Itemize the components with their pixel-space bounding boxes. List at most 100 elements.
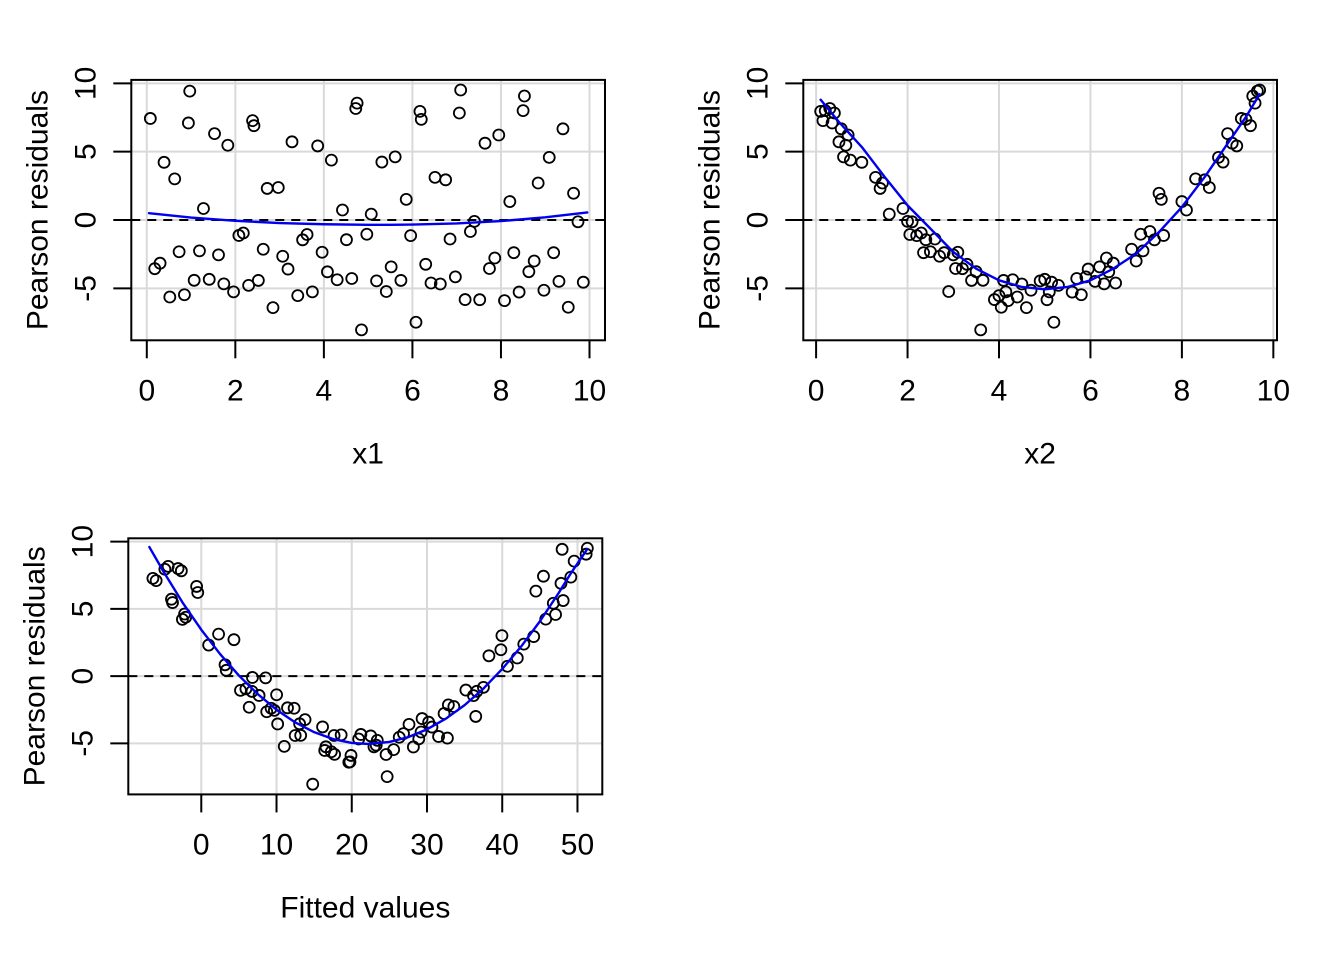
data-point <box>375 155 389 169</box>
data-point <box>529 584 543 598</box>
data-point <box>217 277 231 291</box>
data-point <box>342 755 356 769</box>
data-point <box>1248 96 1262 110</box>
data-point <box>242 278 256 292</box>
data-point <box>146 571 160 585</box>
data-point <box>344 749 358 762</box>
y-tick-label: 0 <box>69 212 102 229</box>
data-point <box>518 89 531 103</box>
data-point <box>571 215 585 229</box>
data-point <box>153 256 167 270</box>
data-point <box>1134 227 1148 241</box>
data-point <box>424 276 438 290</box>
data-point <box>433 277 447 291</box>
data-point <box>1202 181 1216 194</box>
y-tick-label: 5 <box>69 143 102 160</box>
data-point <box>266 301 280 315</box>
smooth-curve <box>147 211 589 226</box>
data-point <box>477 680 490 694</box>
data-point <box>172 245 186 259</box>
data-point <box>321 265 334 279</box>
grid <box>131 79 605 341</box>
data-point <box>1189 172 1203 186</box>
data-point <box>277 740 291 753</box>
data-point <box>537 569 550 583</box>
data-point <box>555 542 569 556</box>
data-point <box>294 728 308 742</box>
data-point <box>546 596 560 610</box>
data-point <box>1129 254 1143 268</box>
data-point <box>458 293 472 306</box>
data-point <box>1038 272 1052 286</box>
data-point <box>542 151 556 164</box>
y-tick-label: 5 <box>66 601 99 618</box>
data-point <box>443 232 457 246</box>
data-point <box>439 173 453 187</box>
data-point <box>340 233 353 247</box>
y-axis-label: Pearson residuals <box>21 90 54 330</box>
data-point <box>242 700 256 714</box>
data-point <box>1010 290 1024 304</box>
axis-ticks <box>113 82 591 359</box>
data-point <box>212 627 225 641</box>
data-point <box>498 294 511 308</box>
data-point <box>409 315 423 329</box>
panel-pearson-residuals-vs-x1: 0 2 4 6 8 10 -5 0 5 10 x1 Pearson residuals <box>21 67 607 471</box>
x-tick-label: 30 <box>410 828 443 861</box>
data-point <box>1052 278 1065 292</box>
data-point <box>483 262 496 275</box>
data-point <box>478 136 492 150</box>
data-point <box>316 720 329 734</box>
data-point <box>547 246 561 260</box>
data-point <box>247 119 261 133</box>
data-point <box>187 273 201 287</box>
data-point <box>942 285 956 298</box>
data-point <box>311 139 325 153</box>
y-tick-label: 10 <box>66 525 99 558</box>
data-point <box>527 254 541 268</box>
data-point <box>470 684 484 698</box>
data-point <box>364 207 378 221</box>
data-point <box>190 580 204 593</box>
data-point <box>492 128 506 142</box>
data-point <box>1040 293 1054 307</box>
y-tick-label: 10 <box>741 67 774 100</box>
data-point <box>384 260 398 274</box>
data-point <box>245 685 259 698</box>
data-point <box>516 104 530 118</box>
data-point <box>355 323 368 337</box>
x-tick-label: 20 <box>335 828 368 861</box>
data-point <box>271 717 285 731</box>
data-point <box>522 265 536 279</box>
data-point <box>388 150 402 164</box>
data-points <box>146 541 594 791</box>
data-point <box>1109 276 1122 290</box>
data-point <box>459 683 473 697</box>
data-point <box>259 671 273 685</box>
data-point <box>175 612 189 626</box>
data-point <box>281 262 295 276</box>
data-point <box>839 138 853 152</box>
data-point <box>917 246 930 260</box>
x-tick-label: 8 <box>1174 374 1191 407</box>
data-point <box>193 244 206 258</box>
y-tick-label: -5 <box>66 730 99 757</box>
data-point <box>324 745 338 759</box>
data-point <box>287 701 301 715</box>
data-point <box>905 215 919 229</box>
data-point <box>1154 192 1168 206</box>
x-tick-label: 4 <box>991 374 1008 407</box>
data-point <box>960 257 974 271</box>
data-point <box>380 770 394 784</box>
data-point <box>841 128 855 142</box>
x-tick-label: 0 <box>138 374 155 407</box>
x-tick-label: 10 <box>1257 374 1290 407</box>
data-point <box>495 629 509 643</box>
plot-box <box>130 78 607 342</box>
data-point <box>330 273 344 287</box>
x-tick-label: 2 <box>899 374 916 407</box>
data-point <box>1180 203 1193 217</box>
data-point <box>325 153 338 167</box>
smooth-curve <box>819 93 1261 291</box>
data-point <box>425 720 439 734</box>
